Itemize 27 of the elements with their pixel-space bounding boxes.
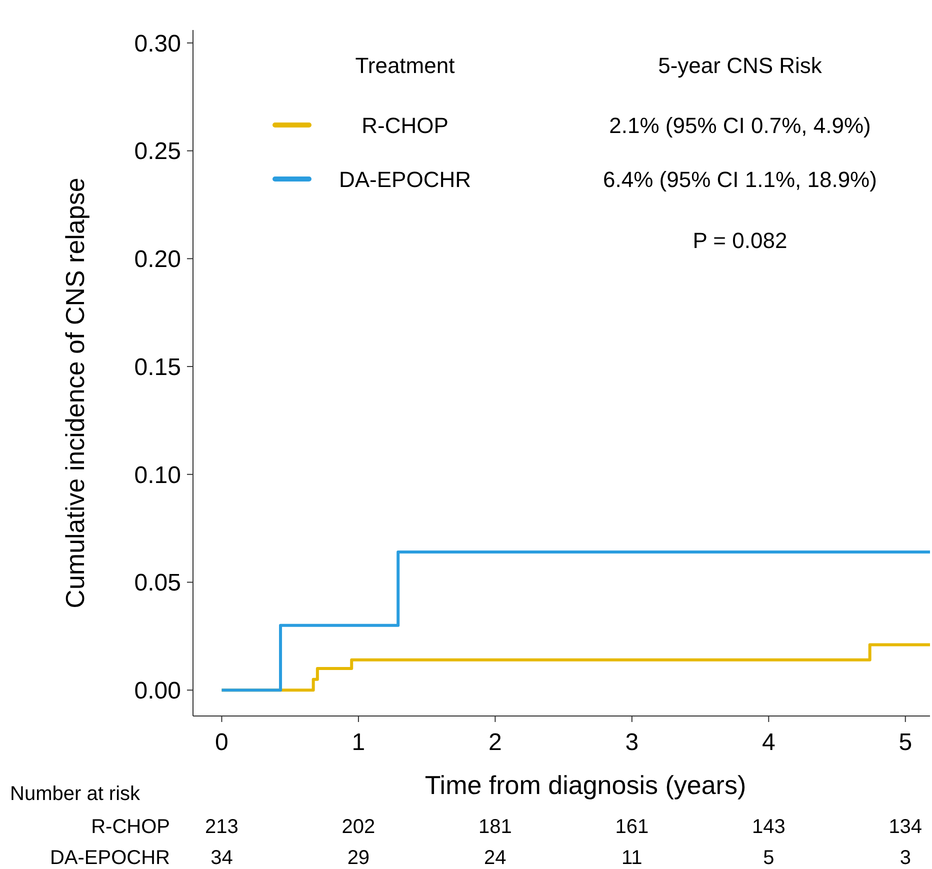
y-tick-label: 0.00	[134, 678, 181, 705]
legend-title: Treatment	[355, 53, 455, 78]
annotation: 5-year CNS Risk	[658, 53, 823, 78]
y-tick-label: 0.30	[134, 30, 181, 58]
text: DA-EPOCHR	[50, 847, 170, 869]
x-tick-label: 3	[625, 729, 639, 756]
text: 213 202 181 161 143 134	[205, 816, 922, 838]
text: Number at risk	[10, 783, 142, 805]
y-tick-label: 0.25	[134, 138, 181, 166]
y-tick-label: 0.05	[134, 570, 181, 597]
annotation: 6.4% (95% CI 1.1%, 18.9%)	[603, 167, 877, 192]
x-tick-label: 1	[352, 729, 366, 756]
text: 34 29 24 11 5 3	[210, 847, 911, 869]
x-tick-label: 4	[762, 729, 776, 756]
y-axis-title: Cumulative incidence of CNS relapse	[60, 178, 90, 608]
y-tick-label: 0.20	[134, 246, 181, 274]
y-tick-label: 0.10	[134, 462, 181, 489]
legend-label: DA-EPOCHR	[338, 167, 472, 192]
x-tick-label: 2	[488, 729, 502, 756]
text: R-CHOP	[91, 816, 170, 838]
annotation: P = 0.082	[692, 228, 788, 253]
x-tick-label: 5	[898, 729, 912, 756]
annotation: 2.1% (95% CI 0.7%, 4.9%)	[609, 113, 871, 138]
legend-label: R-CHOP	[362, 113, 448, 138]
y-tick-label: 0.15	[134, 354, 181, 381]
x-axis-title: Time from diagnosis (years)	[424, 770, 746, 800]
x-tick-label: 0	[215, 729, 228, 756]
